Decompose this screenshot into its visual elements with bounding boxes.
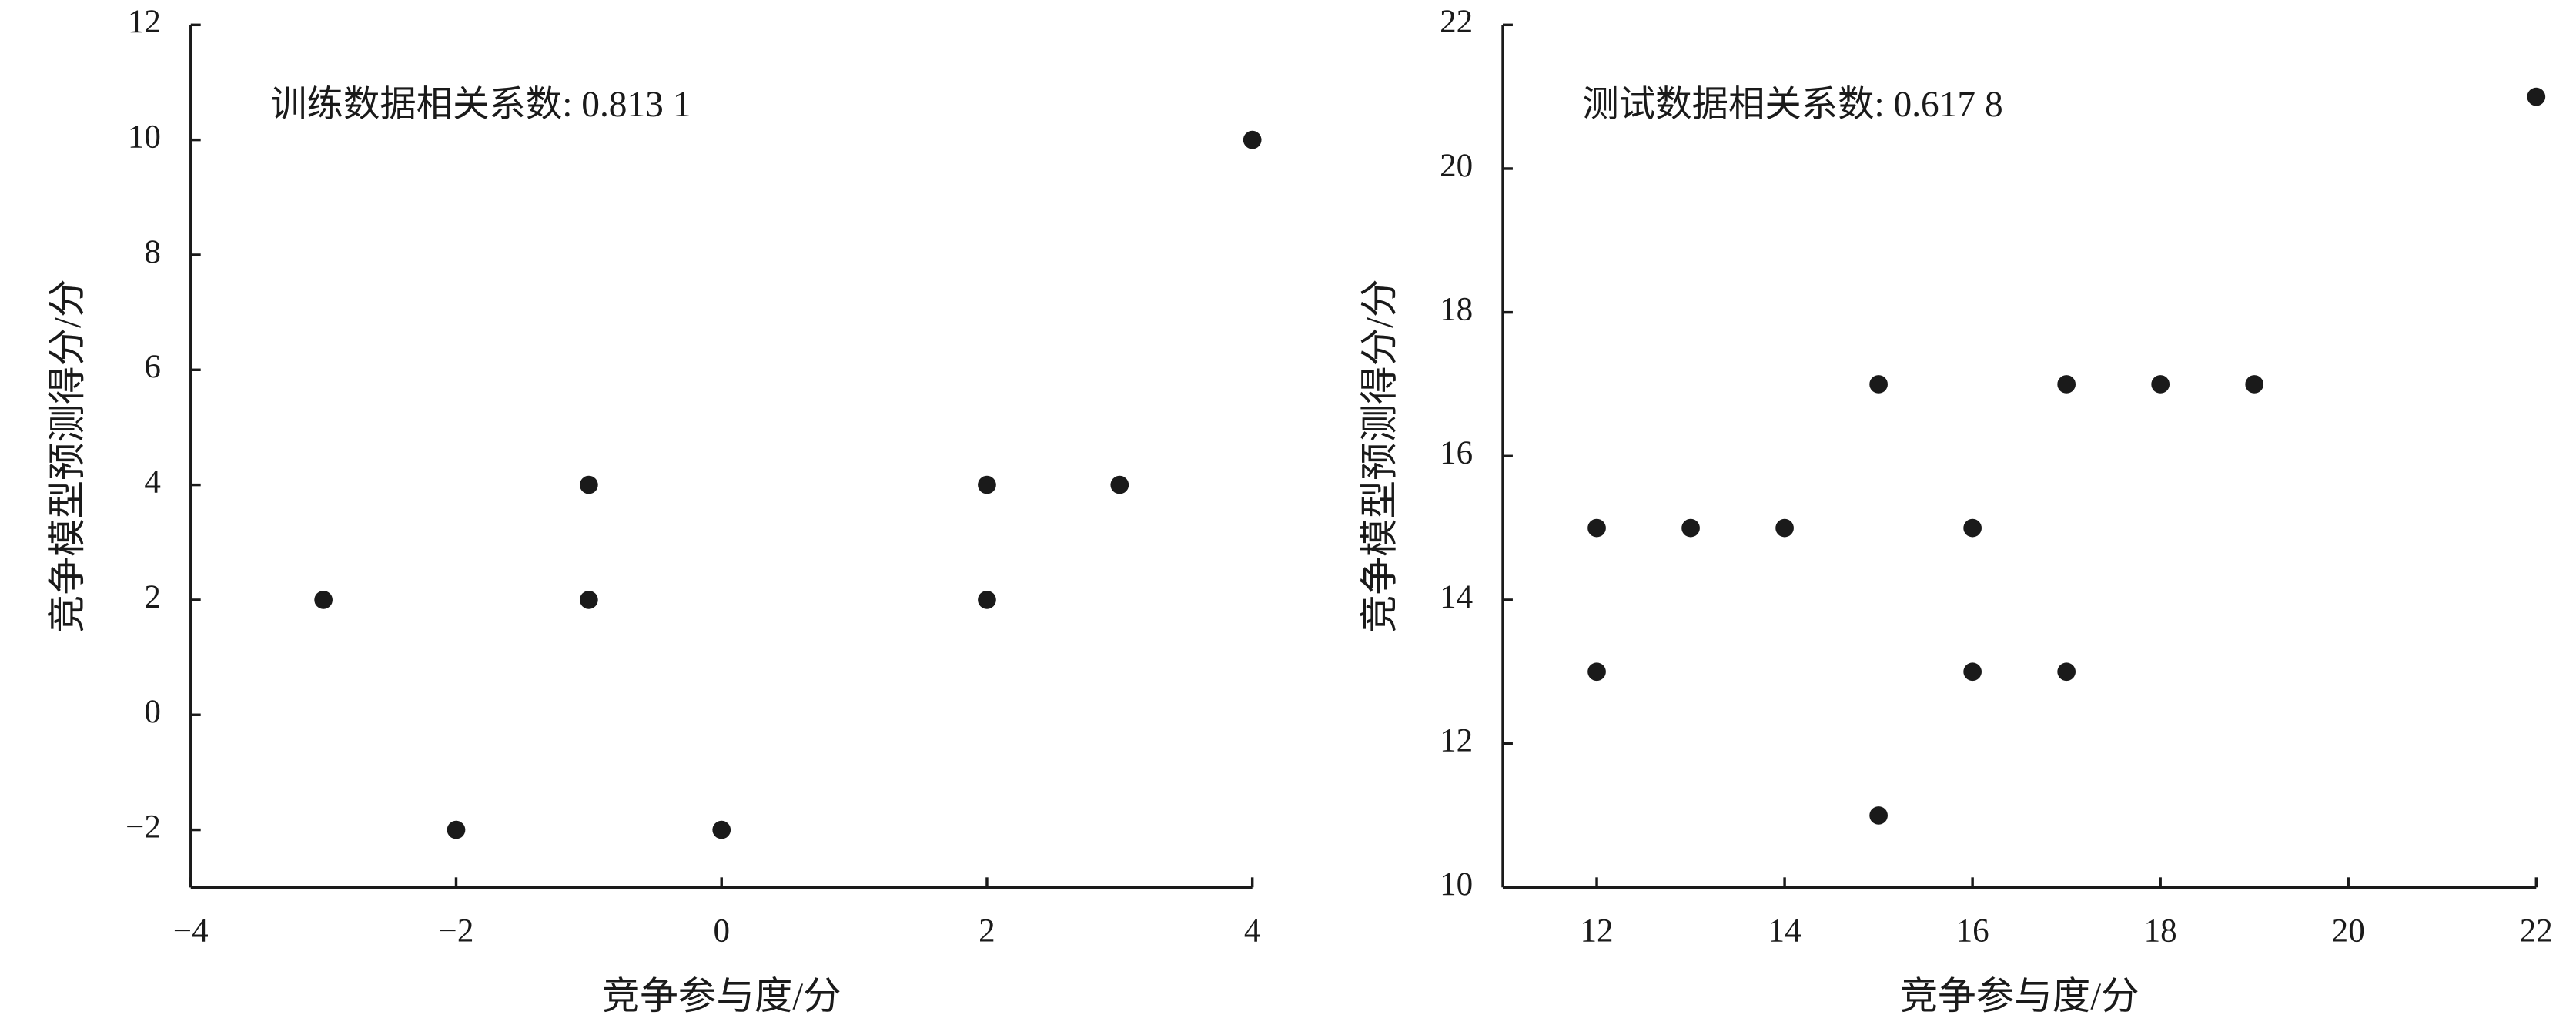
point [978,591,996,609]
x-tick-label: 20 [2332,913,2365,949]
y-axis-label: 竞争模型预测得分/分 [1358,280,1400,633]
y-tick-label: 10 [128,119,161,156]
y-tick-label: 12 [128,4,161,40]
point [1681,518,1700,538]
point [2527,87,2546,106]
y-tick-label: 2 [144,579,161,615]
x-axis-label: 竞争参与度/分 [602,975,841,1017]
point [314,591,333,609]
x-tick-label: −2 [439,913,474,949]
point [2151,375,2170,394]
x-tick-label: 14 [1768,913,1802,949]
point [2057,375,2076,394]
point [447,820,466,839]
y-tick-label: 12 [1440,722,1473,759]
x-tick-label: 12 [1580,913,1613,949]
point [580,475,598,494]
y-tick-label: 8 [144,234,161,270]
y-tick-label: 4 [144,464,161,501]
point [1963,518,1982,538]
y-axis-label: 竞争模型预测得分/分 [46,280,89,633]
y-tick-label: 18 [1440,292,1473,328]
y-tick-label: 10 [1440,866,1473,903]
y-tick-label: 14 [1440,579,1473,615]
point [978,475,996,494]
point [1587,662,1606,682]
y-tick-label: 20 [1440,148,1473,184]
point [1587,518,1606,538]
point [580,591,598,609]
annotation: 训练数据相关系数: 0.813 1 [270,85,691,125]
chart: −2 0 2 4 6 8 10 12 −4 −2 0 2 4 竞争参与度/分 竞争模型预测得分/分 训练数据相… [46,4,1262,1017]
x-axis-label: 竞争参与度/分 [1900,975,2139,1017]
point [1243,130,1262,149]
y-tick-label: 16 [1440,435,1473,471]
point [712,820,731,839]
point [1963,662,1982,682]
x-tick-label: 4 [1244,913,1261,949]
point [1110,475,1129,494]
point [2245,375,2264,394]
point [1869,806,1888,825]
x-tick-label: 0 [713,913,730,949]
y-tick-label: 0 [144,694,161,730]
annotation: 测试数据相关系数: 0.617 8 [1582,85,2002,125]
y-tick-label: 22 [1440,4,1473,40]
x-tick-label: −4 [173,913,209,949]
point [1869,375,1888,394]
y-tick-label: −2 [125,809,161,845]
point [2057,662,2076,682]
x-tick-label: 18 [2144,913,2177,949]
x-tick-label: 22 [2520,913,2553,949]
x-tick-label: 2 [979,913,995,949]
chart: 10 12 14 16 18 20 22 12 14 16 18 20 22 竞争参与度/分 竞争模型预测得… [1358,4,2553,1017]
point [1775,518,1794,538]
x-tick-label: 16 [1956,913,1989,949]
y-tick-label: 6 [144,349,161,385]
